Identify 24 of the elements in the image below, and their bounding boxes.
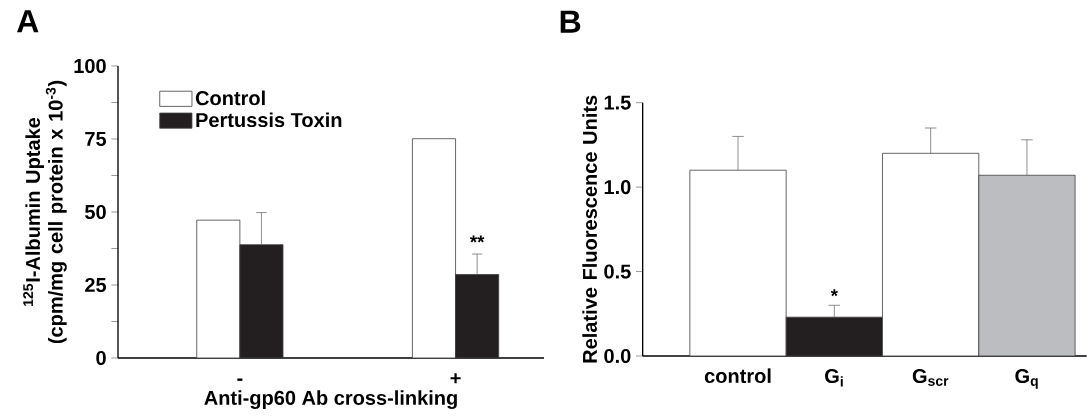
chart-title: A	[17, 10, 39, 33]
y-tick-label: 0.0	[604, 348, 631, 364]
y-tick-label: 0	[96, 350, 106, 366]
y-tick-label: 0.5	[604, 264, 631, 279]
x-tick-label: G$_{scr}$	[912, 368, 949, 386]
y-axis-title: $^{125}$I-Albumin Uptake (cpm/mg cell protein x 10$^{-3}$)	[23, 80, 67, 344]
x-tick-label: G$_{i}$	[825, 368, 843, 387]
legend-label: Pertussis Toxin	[196, 112, 342, 128]
chart-title: B	[560, 10, 581, 33]
x-tick-label: -	[237, 378, 243, 381]
legend-label: Control	[195, 90, 265, 106]
y-tick-label: 25	[85, 277, 107, 293]
x-tick-label: G$_{q}$	[1015, 368, 1038, 389]
x-tick-label: +	[450, 373, 461, 384]
y-tick-label: 1.5	[604, 95, 631, 110]
y-axis-title: Relative Fluorescence Units	[582, 95, 597, 363]
y-tick-label: 100	[74, 58, 106, 74]
y-tick-label: 75	[85, 132, 107, 146]
annotation: *	[830, 289, 838, 297]
x-tick-label: control	[704, 368, 771, 384]
annotation: **	[469, 235, 485, 243]
y-tick-label: 50	[84, 204, 106, 220]
x-axis-title: Anti-gp60 Ab cross-linking	[204, 390, 457, 409]
y-tick-label: 1.0	[604, 180, 631, 195]
